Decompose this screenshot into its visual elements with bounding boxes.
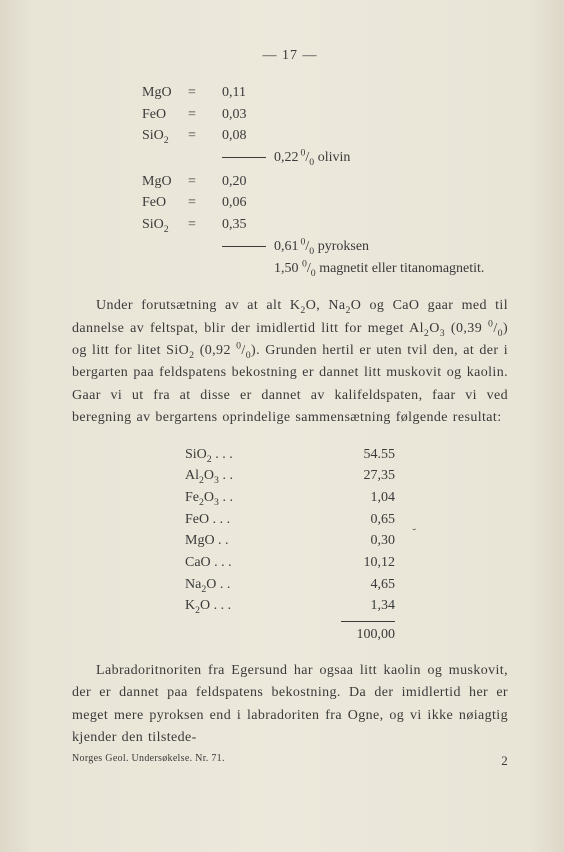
chem-equals: = — [188, 82, 222, 104]
composition-row: Fe2O3 . . 1,04 — [185, 487, 395, 509]
composition-label: SiO2 . . . — [185, 444, 233, 466]
sum-unit-olivin: 0/0 olivin — [301, 147, 351, 169]
magnetit-line: 1,50 0/0 magnetit eller titanomagnetit. — [274, 258, 508, 280]
sum-value-olivin: 0,22 — [274, 147, 299, 169]
quill-mark: ˘ — [412, 527, 416, 539]
composition-value: 54.55 — [364, 444, 396, 466]
page-number: — 17 — — [72, 48, 508, 64]
composition-total: 100,00 — [185, 624, 395, 646]
sum-unit-pyroksen: 0/0 pyroksen — [301, 236, 370, 258]
chem-label: FeO — [142, 104, 188, 126]
composition-row: Na2O . . 4,65 — [185, 574, 395, 596]
composition-value: 4,65 — [371, 574, 396, 596]
page-dash-left: — — [263, 48, 278, 63]
footer-left: Norges Geol. Undersøkelse. Nr. 71. — [72, 753, 225, 769]
composition-value: 10,12 — [364, 552, 396, 574]
composition-rule — [341, 621, 395, 622]
composition-row: Al2O3 . . 27,35 — [185, 465, 395, 487]
chem-value: 0,08 — [222, 125, 268, 147]
chem-label: SiO2 — [142, 125, 188, 147]
composition-value: 0,30 — [371, 530, 396, 552]
chem-rows2: MgO=0,20FeO=0,06SiO2=0,35 — [142, 171, 508, 236]
composition-row: K2O . . . 1,34 — [185, 595, 395, 617]
chem-row: MgO=0,20 — [142, 171, 508, 193]
composition-value: 0,65 — [371, 509, 396, 531]
composition-label: K2O . . . — [185, 595, 231, 617]
chem-rows1: MgO=0,11FeO=0,03SiO2=0,08 — [142, 82, 508, 147]
chem-block-olivin: MgO=0,11FeO=0,03SiO2=0,08 0,22 0/0 olivi… — [142, 82, 508, 169]
composition-label: CaO . . . — [185, 552, 232, 574]
page: — 17 — MgO=0,11FeO=0,03SiO2=0,08 0,22 0/… — [0, 0, 564, 852]
paragraph-2: Labradoritnoriten fra Egersund har ogsaa… — [72, 660, 508, 750]
composition-label: Al2O3 . . — [185, 465, 233, 487]
composition-rows: SiO2 . . . 54.55 Al2O3 . . 27,35 Fe2O3 . . 1,… — [185, 444, 395, 618]
sum-value-pyroksen: 0,61 — [274, 236, 299, 258]
chem-equals: = — [188, 104, 222, 126]
chem-row: SiO2=0,35 — [142, 214, 508, 236]
chem-row: SiO2=0,08 — [142, 125, 508, 147]
chem-equals: = — [188, 214, 222, 236]
composition-label: Fe2O3 . . — [185, 487, 233, 509]
paragraph-1: Under forutsætning av at alt K2O, Na2O o… — [72, 295, 508, 429]
chem-row: FeO=0,06 — [142, 192, 508, 214]
composition-row: CaO . . . 10,12 — [185, 552, 395, 574]
composition-label: MgO . . — [185, 530, 229, 552]
chem-value: 0,20 — [222, 171, 268, 193]
composition-row: FeO . . . 0,65 — [185, 509, 395, 531]
chem-row: MgO=0,11 — [142, 82, 508, 104]
composition-label: Na2O . . — [185, 574, 230, 596]
sum-row-olivin: 0,22 0/0 olivin — [222, 147, 508, 169]
chem-row: FeO=0,03 — [142, 104, 508, 126]
sum-rule-pyroksen — [222, 246, 266, 247]
chem-value: 0,03 — [222, 104, 268, 126]
composition-value: 1,04 — [371, 487, 396, 509]
chem-equals: = — [188, 125, 222, 147]
chem-value: 0,35 — [222, 214, 268, 236]
chem-equals: = — [188, 171, 222, 193]
composition-label: FeO . . . — [185, 509, 230, 531]
chem-value: 0,11 — [222, 82, 268, 104]
sum-row-pyroksen: 0,61 0/0 pyroksen — [222, 236, 508, 258]
chem-equals: = — [188, 192, 222, 214]
footer-right: 2 — [501, 753, 508, 769]
footer: Norges Geol. Undersøkelse. Nr. 71. 2 — [72, 753, 508, 769]
chem-block-pyroksen: MgO=0,20FeO=0,06SiO2=0,35 0,61 0/0 pyrok… — [142, 171, 508, 279]
sum-rule-olivin — [222, 157, 266, 158]
composition-value: 1,34 — [371, 595, 396, 617]
chem-label: FeO — [142, 192, 188, 214]
composition-table: SiO2 . . . 54.55 Al2O3 . . 27,35 Fe2O3 . . 1,… — [185, 444, 395, 646]
composition-row: SiO2 . . . 54.55 — [185, 444, 395, 466]
page-dash-right: — — [303, 48, 318, 63]
composition-row: MgO . . 0,30 — [185, 530, 395, 552]
page-number-value: 17 — [282, 48, 298, 63]
chem-label: MgO — [142, 82, 188, 104]
chem-label: SiO2 — [142, 214, 188, 236]
chem-label: MgO — [142, 171, 188, 193]
chem-value: 0,06 — [222, 192, 268, 214]
composition-value: 27,35 — [364, 465, 396, 487]
